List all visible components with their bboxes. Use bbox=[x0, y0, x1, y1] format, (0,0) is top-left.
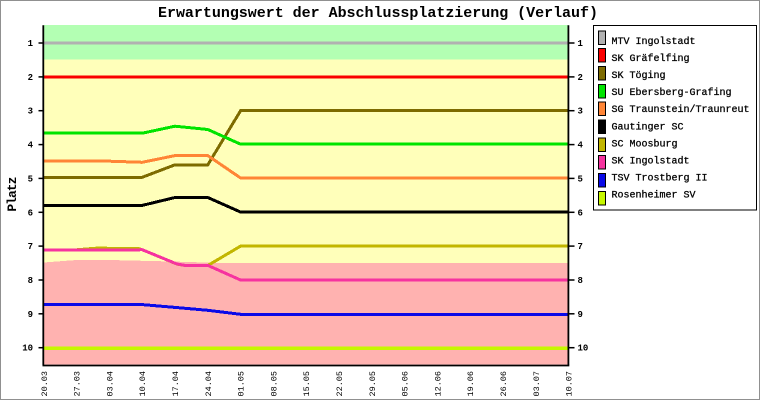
svg-text:26.06: 26.06 bbox=[499, 371, 509, 397]
svg-text:9: 9 bbox=[28, 310, 33, 320]
svg-text:10.07: 10.07 bbox=[565, 371, 575, 397]
svg-text:SC Moosburg: SC Moosburg bbox=[612, 138, 678, 150]
svg-text:8: 8 bbox=[578, 276, 583, 286]
svg-text:10: 10 bbox=[22, 344, 33, 354]
svg-text:10: 10 bbox=[578, 344, 589, 354]
svg-text:6: 6 bbox=[578, 208, 583, 218]
svg-text:24.04: 24.04 bbox=[204, 371, 214, 397]
svg-text:7: 7 bbox=[578, 242, 583, 252]
svg-text:TSV Trostberg II: TSV Trostberg II bbox=[612, 172, 708, 184]
svg-text:8: 8 bbox=[28, 276, 33, 286]
svg-text:Platz: Platz bbox=[5, 177, 20, 212]
svg-text:01.05: 01.05 bbox=[237, 371, 247, 397]
svg-text:SU Ebersberg-Grafing: SU Ebersberg-Grafing bbox=[612, 87, 732, 99]
svg-text:03.04: 03.04 bbox=[105, 371, 115, 397]
svg-text:4: 4 bbox=[28, 141, 34, 151]
svg-text:SK Töging: SK Töging bbox=[612, 70, 666, 82]
svg-text:SK Gräfelfing: SK Gräfelfing bbox=[612, 53, 690, 65]
svg-text:19.06: 19.06 bbox=[466, 371, 476, 397]
svg-text:2: 2 bbox=[578, 73, 583, 83]
svg-text:4: 4 bbox=[578, 141, 584, 151]
svg-text:20.03: 20.03 bbox=[40, 371, 50, 397]
svg-text:29.05: 29.05 bbox=[368, 371, 378, 397]
svg-text:08.05: 08.05 bbox=[269, 371, 279, 397]
svg-text:Erwartungswert der Abschlusspl: Erwartungswert der Abschlussplatzierung … bbox=[158, 5, 598, 22]
svg-text:10.04: 10.04 bbox=[138, 371, 148, 397]
svg-text:17.04: 17.04 bbox=[171, 371, 181, 397]
svg-text:3: 3 bbox=[28, 107, 33, 117]
svg-text:SG Traunstein/Traunreut: SG Traunstein/Traunreut bbox=[612, 104, 750, 116]
svg-text:1: 1 bbox=[28, 39, 34, 49]
svg-text:15.05: 15.05 bbox=[302, 371, 312, 397]
svg-text:5: 5 bbox=[28, 174, 33, 184]
svg-text:1: 1 bbox=[578, 39, 584, 49]
svg-text:6: 6 bbox=[28, 208, 33, 218]
svg-text:SK Ingolstadt: SK Ingolstadt bbox=[612, 155, 690, 167]
svg-text:5: 5 bbox=[578, 174, 583, 184]
svg-text:05.06: 05.06 bbox=[401, 371, 411, 397]
svg-text:9: 9 bbox=[578, 310, 583, 320]
svg-text:3: 3 bbox=[578, 107, 583, 117]
svg-text:22.05: 22.05 bbox=[335, 371, 345, 397]
svg-text:12.06: 12.06 bbox=[433, 371, 443, 397]
svg-text:27.03: 27.03 bbox=[73, 371, 83, 397]
svg-text:03.07: 03.07 bbox=[532, 371, 542, 397]
svg-text:MTV Ingolstadt: MTV Ingolstadt bbox=[612, 36, 696, 48]
svg-text:Rosenheimer SV: Rosenheimer SV bbox=[612, 190, 696, 202]
svg-text:7: 7 bbox=[28, 242, 33, 252]
svg-text:2: 2 bbox=[28, 73, 33, 83]
svg-text:Gautinger SC: Gautinger SC bbox=[612, 121, 684, 133]
